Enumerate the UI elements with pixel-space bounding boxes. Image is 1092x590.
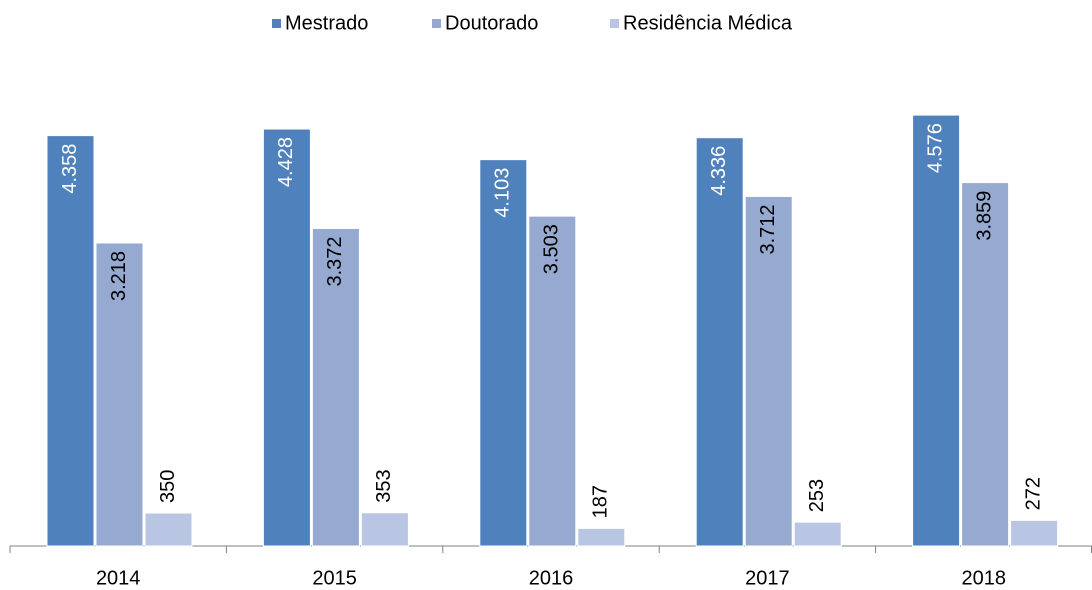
legend-swatch	[610, 19, 619, 28]
value-label: 3.218	[108, 251, 130, 301]
value-label: 350	[157, 470, 179, 503]
bar	[144, 512, 193, 547]
bar	[311, 227, 360, 547]
value-label: 3.503	[541, 224, 563, 274]
value-label: 4.428	[275, 137, 297, 187]
legend-swatch	[272, 19, 281, 28]
legend-label: Residência Médica	[623, 12, 793, 34]
legend-swatch	[432, 19, 441, 28]
bar	[961, 182, 1010, 547]
x-tick-label: 2014	[96, 567, 141, 589]
value-label: 4.336	[708, 146, 730, 196]
bar	[262, 128, 311, 547]
legend-label: Doutorado	[445, 12, 538, 34]
bar	[1010, 519, 1059, 547]
bar	[95, 242, 144, 547]
legend-label: Mestrado	[285, 12, 368, 34]
value-label: 272	[1022, 477, 1044, 510]
bar	[744, 195, 793, 547]
value-label: 3.712	[757, 204, 779, 254]
bar	[46, 135, 95, 547]
bar	[577, 527, 626, 547]
bar	[695, 137, 744, 547]
bar	[528, 215, 577, 547]
value-label: 187	[590, 485, 612, 518]
value-label: 253	[806, 479, 828, 512]
value-label: 3.859	[973, 191, 995, 241]
bar	[360, 512, 409, 547]
bar	[912, 114, 961, 547]
x-tick-label: 2018	[962, 567, 1007, 589]
value-label: 4.358	[59, 144, 81, 194]
value-label: 4.103	[492, 168, 514, 218]
value-label: 4.576	[924, 123, 946, 173]
bar	[793, 521, 842, 547]
x-tick-label: 2017	[745, 567, 790, 589]
bar	[479, 159, 528, 547]
value-label: 3.372	[324, 236, 346, 286]
x-tick-label: 2016	[529, 567, 574, 589]
value-label: 353	[373, 469, 395, 502]
x-tick-label: 2015	[312, 567, 357, 589]
